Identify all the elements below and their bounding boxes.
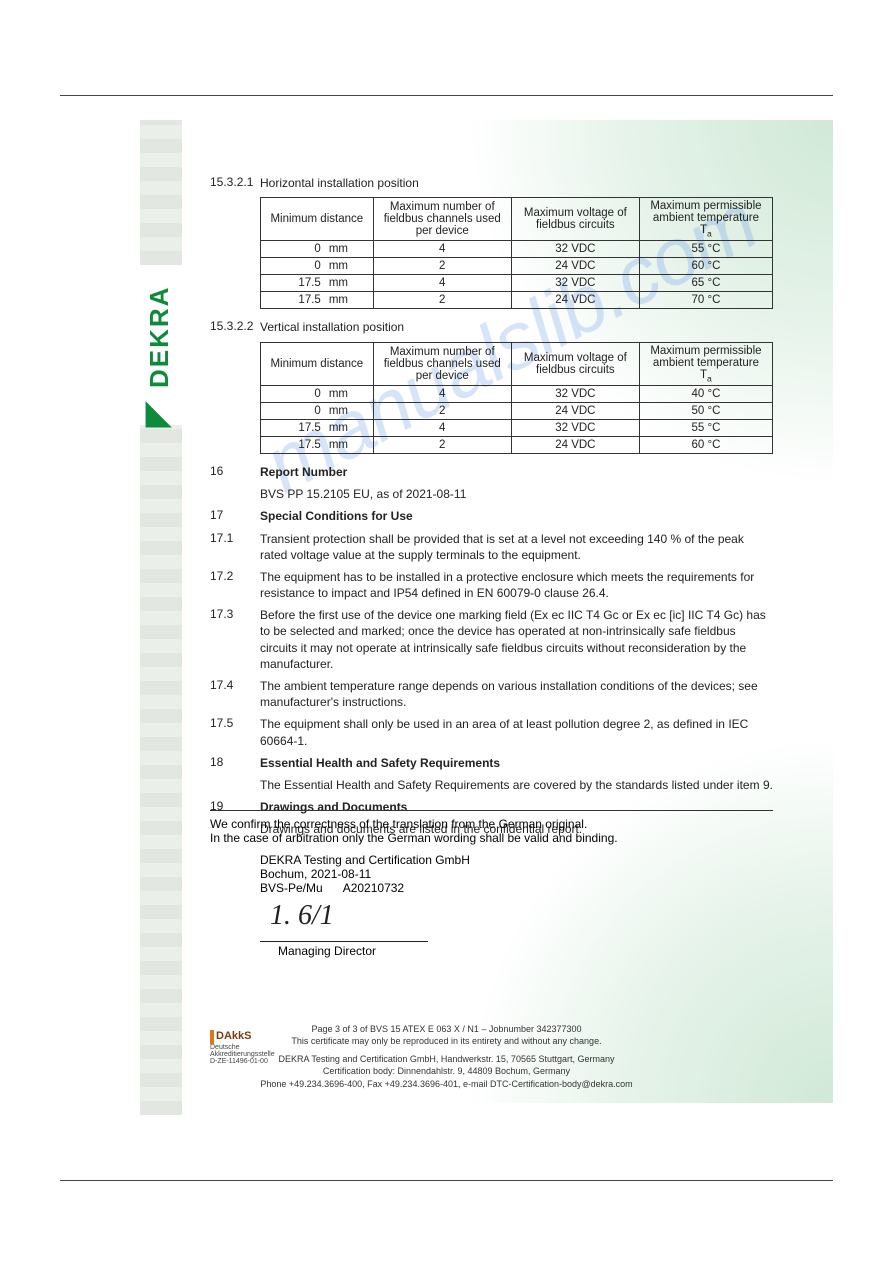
section-17-4: 17.4 The ambient temperature range depen…	[210, 678, 773, 710]
section-18-body: The Essential Health and Safety Requirem…	[210, 777, 773, 793]
section-body: Transient protection shall be provided t…	[260, 531, 773, 563]
section-17: 17 Special Conditions for Use	[210, 508, 773, 524]
reference-code: BVS-Pe/Mu A20210732	[260, 881, 773, 895]
section-17-1: 17.1 Transient protection shall be provi…	[210, 531, 773, 563]
th-max-temp: Maximum permissible ambient temperatureT…	[639, 342, 772, 385]
fineprint-line: This certificate may only be reproduced …	[0, 1035, 893, 1047]
dekra-logo-triangle-icon: ◣	[146, 396, 171, 428]
section-18: 18 Essential Health and Safety Requireme…	[210, 755, 773, 771]
th-max-voltage: Maximum voltage of fieldbus circuits	[511, 198, 639, 241]
sidebar-strip-top	[140, 120, 182, 265]
section-15-3-2-1-heading: 15.3.2.1 Horizontal installation positio…	[210, 175, 773, 191]
th-max-temp: Maximum permissible ambient temperatureT…	[639, 198, 772, 241]
th-min-distance: Minimum distance	[261, 342, 374, 385]
fineprint-line: Certification body: Dinnendahlstr. 9, 44…	[0, 1065, 893, 1077]
section-number: 15.3.2.1	[210, 175, 260, 189]
th-max-channels: Maximum number of fieldbus channels used…	[373, 342, 511, 385]
section-17-2: 17.2 The equipment has to be installed i…	[210, 569, 773, 601]
section-body: The Essential Health and Safety Requirem…	[260, 777, 773, 793]
section-body: The ambient temperature range depends on…	[260, 678, 773, 710]
section-17-3: 17.3 Before the first use of the device …	[210, 607, 773, 672]
fineprint-line: DEKRA Testing and Certification GmbH, Ha…	[0, 1053, 893, 1065]
section-number: 16	[210, 464, 260, 478]
section-body: BVS PP 15.2105 EU, as of 2021-08-11	[260, 486, 773, 502]
fineprint-line: Page 3 of 3 of BVS 15 ATEX E 063 X / N1 …	[0, 1023, 893, 1035]
th-max-voltage: Maximum voltage of fieldbus circuits	[511, 342, 639, 385]
confirmation-line2: In the case of arbitration only the Germ…	[210, 831, 773, 845]
section-title: Special Conditions for Use	[260, 508, 773, 524]
section-title: Horizontal installation position	[260, 175, 773, 191]
table-row: 0mm224 VDC60 °C	[261, 258, 773, 275]
table-row: 0mm432 VDC55 °C	[261, 241, 773, 258]
section-body: The equipment has to be installed in a p…	[260, 569, 773, 601]
table-row: 17.5mm432 VDC65 °C	[261, 275, 773, 292]
signer-role: Managing Director	[260, 944, 773, 958]
section-title: Report Number	[260, 464, 773, 480]
section-number: 17.4	[210, 678, 260, 692]
dekra-logo: DEKRA ◣	[138, 278, 184, 418]
company-name: DEKRA Testing and Certification GmbH	[260, 853, 773, 867]
section-16: 16 Report Number	[210, 464, 773, 480]
section-body: The equipment shall only be used in an a…	[260, 716, 773, 748]
signature-line: 1. 6/1	[260, 941, 428, 942]
section-body: Before the first use of the device one m…	[260, 607, 773, 672]
table-header-row: Minimum distance Maximum number of field…	[261, 198, 773, 241]
dekra-logo-text: DEKRA	[144, 286, 175, 388]
section-number: 17.3	[210, 607, 260, 621]
table-row: 17.5mm224 VDC70 °C	[261, 292, 773, 309]
confirmation-rule	[210, 810, 773, 811]
th-min-distance: Minimum distance	[261, 198, 374, 241]
place-date: Bochum, 2021-08-11	[260, 867, 773, 881]
section-number: 18	[210, 755, 260, 769]
document-content: 15.3.2.1 Horizontal installation positio…	[210, 175, 773, 844]
confirmation-block: We confirm the correctness of the transl…	[210, 810, 773, 958]
section-number: 17.1	[210, 531, 260, 545]
fineprint-line: Phone +49.234.3696-400, Fax +49.234.3696…	[0, 1078, 893, 1090]
section-17-5: 17.5 The equipment shall only be used in…	[210, 716, 773, 748]
signature-block: DEKRA Testing and Certification GmbH Boc…	[260, 853, 773, 958]
confirmation-line1: We confirm the correctness of the transl…	[210, 817, 773, 831]
table-row: 0mm432 VDC40 °C	[261, 385, 773, 402]
section-16-body: BVS PP 15.2105 EU, as of 2021-08-11	[210, 486, 773, 502]
table-horizontal: Minimum distance Maximum number of field…	[260, 197, 773, 309]
section-number: 15.3.2.2	[210, 319, 260, 333]
table-row: 17.5mm224 VDC60 °C	[261, 436, 773, 453]
bottom-rule	[60, 1180, 833, 1181]
table-row: 17.5mm432 VDC55 °C	[261, 419, 773, 436]
section-title: Essential Health and Safety Requirements	[260, 755, 773, 771]
section-15-3-2-2-heading: 15.3.2.2 Vertical installation position	[210, 319, 773, 335]
table-row: 0mm224 VDC50 °C	[261, 402, 773, 419]
th-max-channels: Maximum number of fieldbus channels used…	[373, 198, 511, 241]
top-rule	[60, 95, 833, 96]
section-number: 17	[210, 508, 260, 522]
sidebar-strip-bottom	[140, 425, 182, 1115]
footer-fineprint: Page 3 of 3 of BVS 15 ATEX E 063 X / N1 …	[0, 1023, 893, 1090]
table-vertical: Minimum distance Maximum number of field…	[260, 342, 773, 454]
signature-scrawl: 1. 6/1	[270, 900, 334, 932]
section-number: 17.5	[210, 716, 260, 730]
section-number: 17.2	[210, 569, 260, 583]
section-title: Vertical installation position	[260, 319, 773, 335]
table-header-row: Minimum distance Maximum number of field…	[261, 342, 773, 385]
